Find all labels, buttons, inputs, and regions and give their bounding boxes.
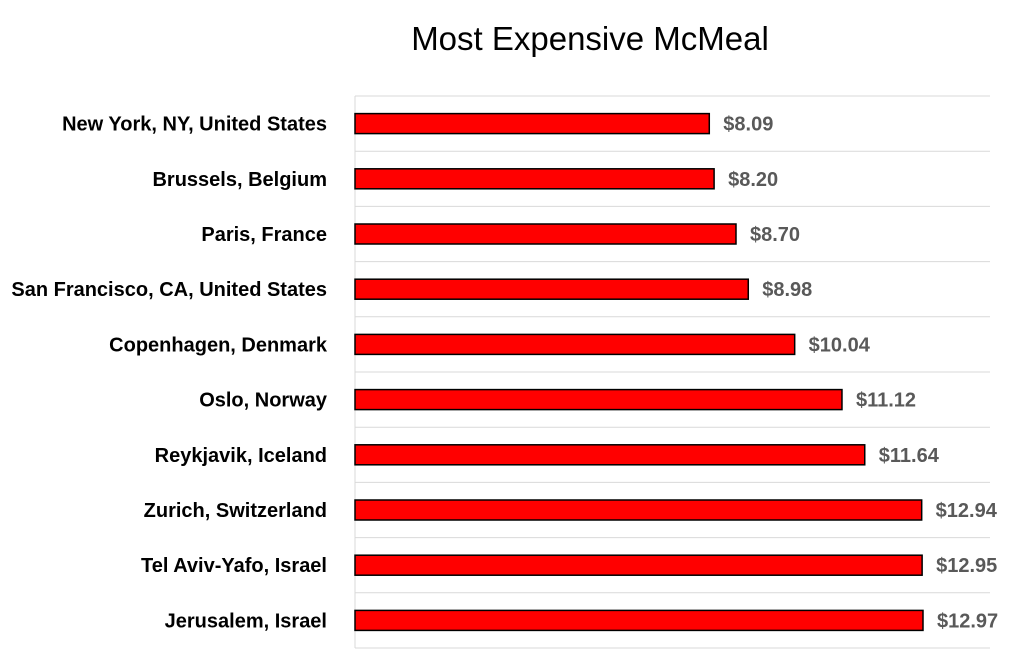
data-label: $8.20: [728, 169, 778, 191]
data-label: $10.04: [809, 334, 871, 356]
bar: [354, 609, 924, 632]
data-label: $11.64: [879, 445, 940, 467]
category-label: San Francisco, CA, United States: [11, 279, 327, 301]
category-labels: New York, NY, United States Brussels, Bel…: [11, 114, 328, 633]
data-label: $11.12: [856, 390, 916, 412]
bar: [354, 333, 796, 356]
grid-lines: [354, 95, 990, 649]
chart-title: Most Expensive McMeal: [411, 20, 769, 57]
category-label: Zurich, Switzerland: [144, 500, 327, 522]
data-label: $8.98: [762, 279, 812, 301]
bar: [354, 168, 715, 190]
data-label: $12.94: [936, 500, 998, 522]
bar: [354, 112, 711, 135]
category-label: Oslo, Norway: [199, 390, 328, 412]
category-label: Tel Aviv-Yafo, Israel: [141, 555, 327, 577]
value-labels: $8.09 $8.20 $8.70 $8.98 $10.04 $11.12 $11.64 $1…: [723, 114, 998, 633]
category-label: Reykjavik, Iceland: [155, 445, 327, 467]
data-label: $12.97: [937, 610, 998, 632]
bar: [354, 554, 923, 576]
category-label: Jerusalem, Israel: [165, 610, 327, 632]
data-label: $8.09: [723, 114, 773, 136]
category-label: New York, NY, United States: [62, 114, 327, 136]
category-label: Brussels, Belgium: [152, 169, 327, 191]
bars: [354, 112, 924, 632]
data-label: $8.70: [750, 224, 800, 246]
bar: [354, 223, 737, 245]
bar: [354, 444, 866, 466]
bar: [354, 499, 923, 521]
category-label: Copenhagen, Denmark: [109, 334, 328, 356]
bar: [354, 278, 750, 300]
category-label: Paris, France: [201, 224, 327, 246]
bar: [354, 388, 843, 411]
data-label: $12.95: [936, 555, 997, 577]
